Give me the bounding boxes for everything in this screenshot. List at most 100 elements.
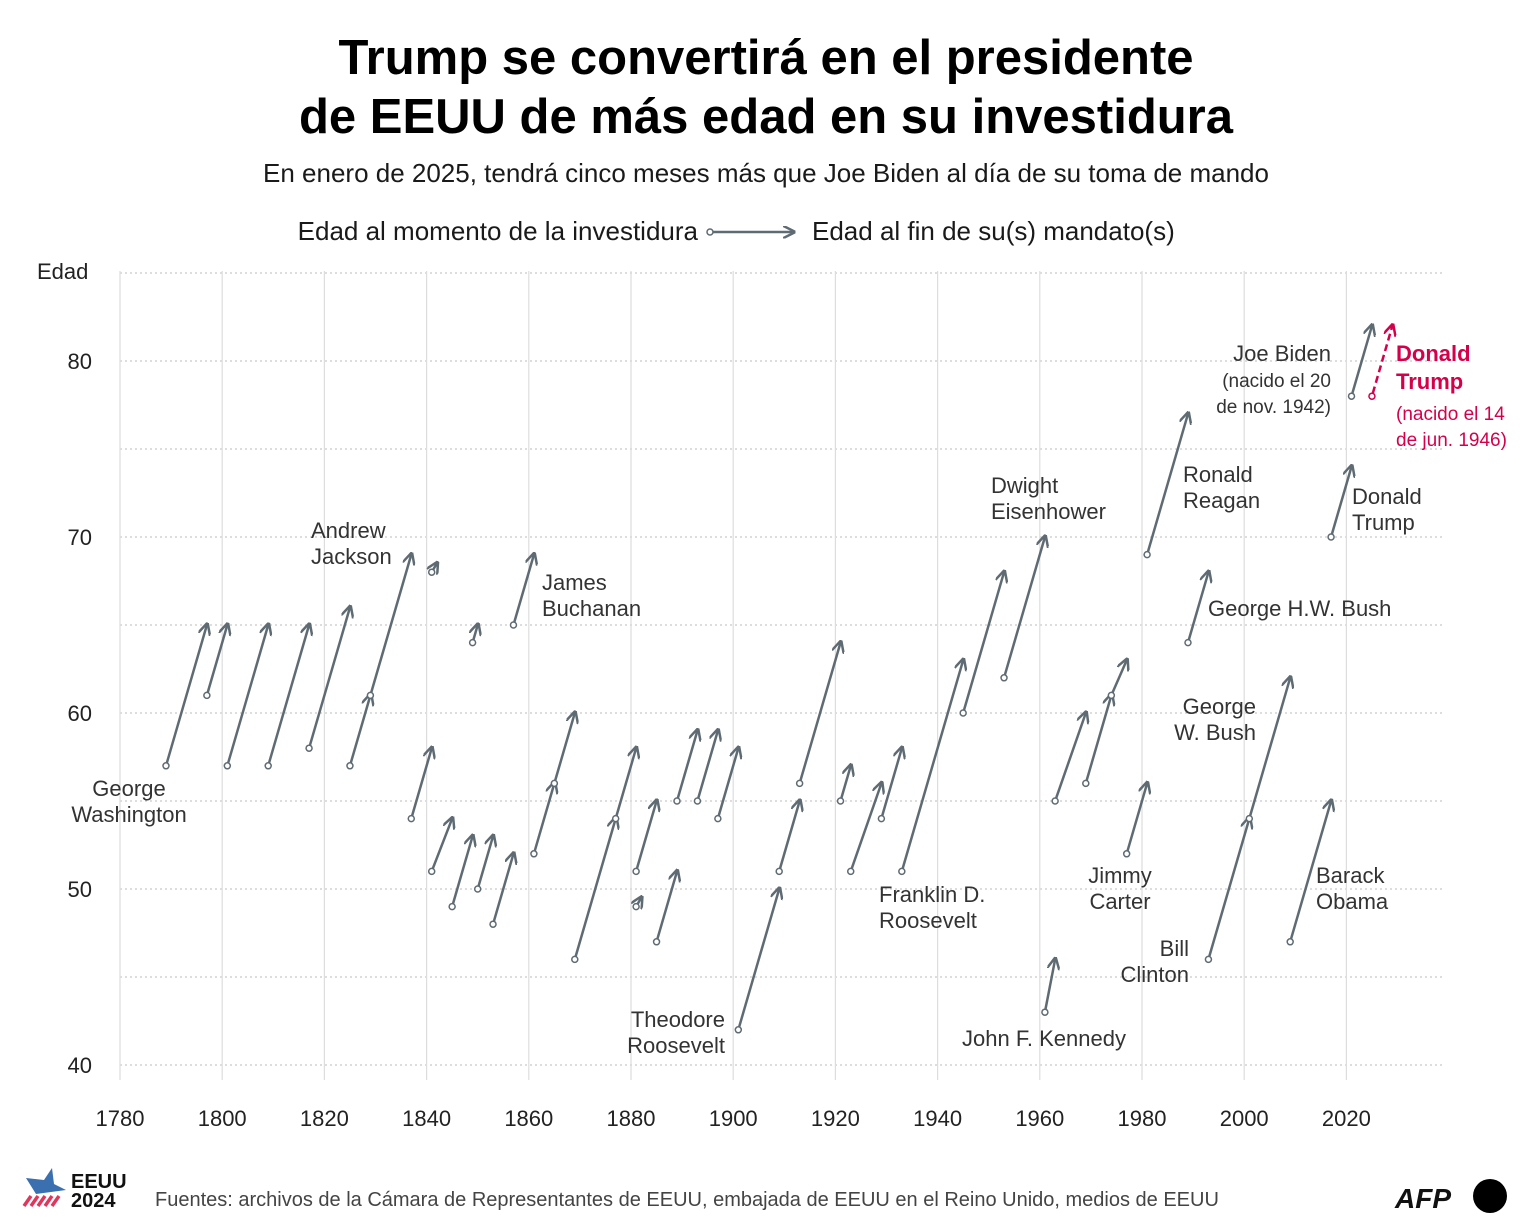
start-marker [652,938,661,946]
president-label: Jimmy [1088,863,1152,888]
start-marker [632,867,640,876]
start-marker [1347,392,1356,400]
afp-logo-text: AFP [1394,1183,1451,1214]
legend-start-label: Edad al momento de la investidura [298,216,699,246]
start-marker [836,797,845,805]
arrow-line [433,563,437,569]
x-tick-label: 2000 [1220,1106,1269,1131]
president-arrow [468,625,478,647]
y-tick-label: 50 [68,877,92,902]
x-tick-label: 1800 [198,1106,247,1131]
arrow-line [799,643,840,781]
start-marker [1286,938,1294,946]
x-tick-label: 1840 [402,1106,451,1131]
president-label: Joe Biden [1233,341,1331,366]
arrow-line [615,748,637,817]
start-marker [1143,550,1151,559]
arrow-line [533,783,555,852]
president-label: Carter [1089,889,1150,914]
president-arrow [448,836,473,911]
president-arrow [1041,959,1055,1016]
start-marker [1327,533,1335,541]
start-marker [775,867,783,876]
president-arrow [1184,572,1208,647]
arrow-line [737,889,779,1028]
arrow-line [850,783,882,869]
afp-logo: AFP [1394,1179,1507,1214]
arrow-line [1054,713,1086,799]
arrow-line [676,731,698,799]
president-arrow [1347,326,1372,400]
president-arrow [346,695,370,770]
arrow-line [574,819,616,957]
arrow-line [1289,801,1331,940]
president-arrow [489,854,513,928]
president-arrow [223,625,268,770]
arrow-line [308,607,350,746]
arrow-line [267,625,309,764]
president-arrow [1051,713,1086,805]
president-arrow [429,563,437,576]
start-marker [162,762,170,770]
start-marker [1107,691,1116,700]
start-marker [264,762,272,770]
president-arrow [652,871,677,946]
start-marker [1122,850,1131,858]
legend-end-label: Edad al fin de su(s) mandato(s) [812,216,1175,246]
president-arrow [203,625,228,700]
start-marker [473,885,482,893]
start-marker [1041,1008,1049,1016]
arrow-line [778,801,800,869]
arrow-line [1351,326,1372,394]
start-marker [571,955,579,964]
president-label: George [92,776,165,801]
birth-note: de nov. 1942) [1216,397,1331,418]
president-label: W. Bush [1174,720,1256,745]
arrow-line [1330,467,1352,535]
arrow-line [697,731,718,799]
source-note: Fuentes: archivos de la Cámara de Repres… [155,1189,1219,1211]
president-arrow [1122,783,1147,858]
president-label: Clinton [1121,962,1189,987]
start-marker [673,797,681,805]
president-label: Barack [1316,863,1385,888]
start-marker [1082,779,1090,788]
president-arrow [877,748,902,823]
start-marker [693,797,702,805]
x-tick-label: 2020 [1322,1106,1371,1131]
start-marker [611,814,620,823]
president-arrow [633,898,641,911]
arrow-line [513,555,534,623]
start-marker [530,850,538,858]
start-marker [203,691,211,700]
president-label: James [542,570,607,595]
president-label: Roosevelt [879,908,977,933]
arrow-line [881,748,902,817]
president-label: Buchanan [542,596,641,621]
x-tick-label: 1900 [709,1106,758,1131]
president-arrow [407,748,431,823]
birth-note: (nacido el 14 [1396,404,1505,425]
president-label: Jackson [311,544,392,569]
president-arrow [1204,819,1249,964]
arrow-line [451,836,473,905]
president-arrow [611,748,637,823]
start-marker [734,1026,743,1034]
arrow-line [226,625,268,764]
x-tick-label: 1980 [1118,1106,1167,1131]
arrow-line [1085,695,1112,781]
arrow-line [901,660,963,869]
president-arrow [693,731,718,805]
president-label: Obama [1316,889,1389,914]
arrow-line [1248,678,1290,817]
president-arrow [898,660,963,876]
arrow-line [717,748,739,817]
president-arrow [1082,695,1112,788]
president-label: Franklin D. [879,882,985,907]
president-label: George H.W. Bush [1208,596,1391,621]
president-arrow [1245,678,1290,823]
president-arrow [162,625,207,770]
arrow-line [1003,537,1045,676]
arrow-line [206,625,228,693]
